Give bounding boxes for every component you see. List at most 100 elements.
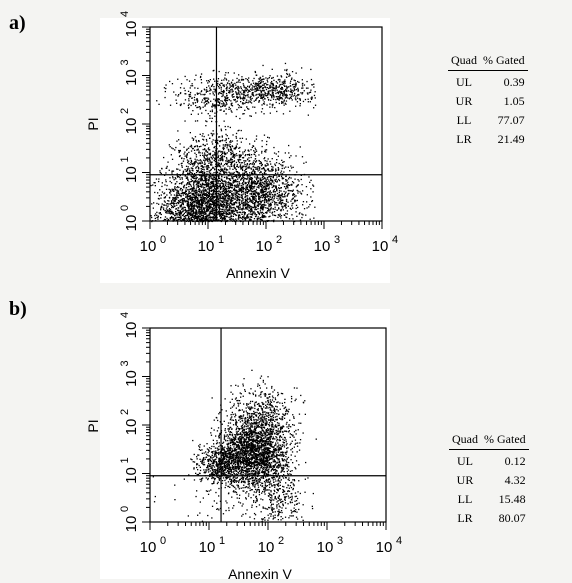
data-point xyxy=(197,200,199,202)
data-point xyxy=(214,151,216,153)
data-point xyxy=(268,205,270,208)
data-point xyxy=(234,175,236,177)
data-point xyxy=(196,120,199,122)
data-point xyxy=(293,182,295,184)
data-point xyxy=(249,101,252,103)
data-point xyxy=(213,209,215,211)
data-point xyxy=(161,185,163,188)
data-point xyxy=(305,87,308,89)
data-point xyxy=(238,188,240,190)
data-point xyxy=(229,202,231,205)
data-point xyxy=(218,185,220,187)
data-point xyxy=(221,82,223,84)
data-point xyxy=(214,139,216,142)
data-point xyxy=(267,96,269,99)
data-point xyxy=(223,79,225,81)
data-point xyxy=(242,151,244,153)
data-point xyxy=(284,94,286,97)
data-point xyxy=(235,209,237,212)
data-point xyxy=(269,199,271,201)
data-point xyxy=(257,184,260,187)
data-point xyxy=(233,157,236,159)
data-point xyxy=(271,82,274,85)
data-point xyxy=(212,150,214,152)
data-point xyxy=(212,103,214,105)
data-point xyxy=(240,195,243,197)
data-point xyxy=(213,172,215,174)
data-point xyxy=(224,105,226,107)
data-point xyxy=(235,168,237,171)
data-point xyxy=(267,136,269,138)
data-point xyxy=(208,166,210,169)
quad-percent: 0.39 xyxy=(503,75,525,89)
data-point xyxy=(207,90,209,92)
data-point xyxy=(229,183,231,185)
data-point xyxy=(182,207,184,210)
data-point xyxy=(177,194,179,197)
data-point xyxy=(225,188,227,190)
data-point xyxy=(245,178,247,180)
data-point xyxy=(241,202,243,204)
data-point xyxy=(277,79,279,81)
data-point xyxy=(225,138,227,140)
data-point xyxy=(271,158,273,160)
data-point xyxy=(280,75,282,77)
data-point xyxy=(198,202,200,204)
data-point xyxy=(179,143,181,145)
data-point xyxy=(177,207,179,209)
data-point xyxy=(238,181,240,183)
data-point xyxy=(222,213,225,215)
data-point xyxy=(242,186,244,188)
data-point xyxy=(244,90,246,92)
data-point xyxy=(264,157,266,159)
data-point xyxy=(233,187,236,189)
data-point xyxy=(257,202,259,204)
data-point xyxy=(212,199,214,201)
data-point xyxy=(186,79,188,81)
data-point xyxy=(235,147,237,149)
data-point xyxy=(234,154,236,156)
data-point xyxy=(258,167,261,170)
data-point xyxy=(188,218,191,220)
data-point xyxy=(192,196,194,199)
data-point xyxy=(207,185,210,187)
data-point xyxy=(271,168,273,170)
data-point xyxy=(196,202,198,204)
data-point xyxy=(278,96,280,98)
data-point xyxy=(251,188,253,190)
data-point xyxy=(286,90,288,93)
data-point xyxy=(260,97,262,99)
data-point xyxy=(213,214,215,216)
data-point xyxy=(256,217,258,220)
data-point xyxy=(265,77,267,79)
data-point xyxy=(296,88,298,91)
data-point xyxy=(211,109,213,111)
data-point xyxy=(209,185,211,187)
data-point xyxy=(212,70,214,72)
data-point xyxy=(267,194,269,196)
data-point xyxy=(208,214,210,216)
data-point xyxy=(150,215,152,217)
data-point xyxy=(183,215,185,218)
data-point xyxy=(226,192,228,194)
data-point xyxy=(189,192,191,195)
data-point xyxy=(213,191,215,193)
data-point xyxy=(263,183,265,185)
data-point xyxy=(194,195,196,197)
data-point xyxy=(232,178,234,180)
data-point xyxy=(196,145,198,147)
data-point xyxy=(236,210,238,212)
data-point xyxy=(264,177,266,179)
data-point xyxy=(187,178,189,181)
data-point xyxy=(238,202,240,204)
data-point xyxy=(278,86,280,88)
data-point xyxy=(207,158,209,161)
data-point xyxy=(214,181,216,183)
data-point xyxy=(165,208,168,210)
data-point xyxy=(226,200,228,202)
data-point xyxy=(191,148,194,150)
data-point xyxy=(285,85,287,87)
data-point xyxy=(179,189,181,191)
data-point xyxy=(204,104,206,106)
data-point xyxy=(207,134,210,136)
